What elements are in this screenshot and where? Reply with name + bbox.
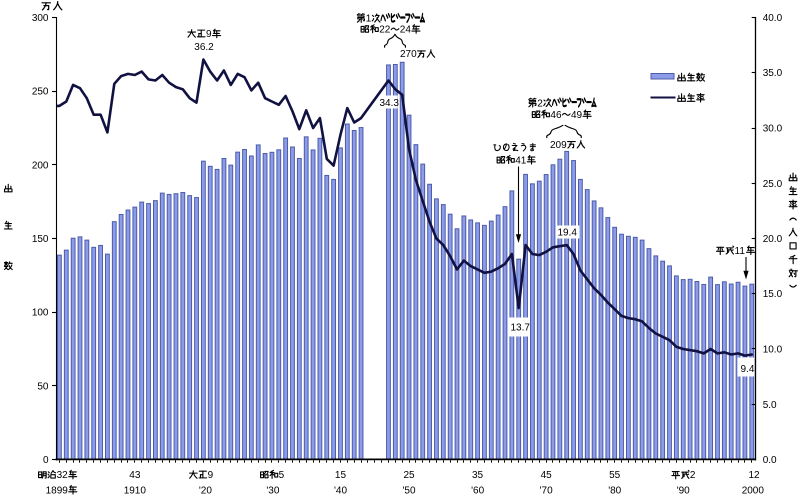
svg-text:35: 35 xyxy=(472,470,484,481)
svg-text:35.0: 35.0 xyxy=(763,68,783,79)
svg-text:34.3: 34.3 xyxy=(380,98,400,109)
svg-text:'70: '70 xyxy=(540,485,553,496)
svg-text:1: 1 xyxy=(366,14,372,25)
svg-text:22: 22 xyxy=(379,25,391,36)
svg-text:40.0: 40.0 xyxy=(763,13,783,24)
svg-text:'50: '50 xyxy=(403,485,416,496)
svg-text:36.2: 36.2 xyxy=(194,42,214,53)
svg-text:25: 25 xyxy=(404,470,416,481)
svg-text:'80: '80 xyxy=(608,485,621,496)
svg-text:9: 9 xyxy=(206,29,212,40)
svg-text:'20: '20 xyxy=(199,485,212,496)
svg-text:32: 32 xyxy=(57,470,69,481)
svg-text:55: 55 xyxy=(609,470,621,481)
svg-text:9: 9 xyxy=(208,470,214,481)
svg-text:25.0: 25.0 xyxy=(763,179,783,190)
svg-text:0: 0 xyxy=(43,455,49,466)
svg-text:24: 24 xyxy=(400,25,412,36)
svg-text:1910: 1910 xyxy=(124,485,147,496)
svg-text:41: 41 xyxy=(515,155,527,166)
svg-text:200: 200 xyxy=(32,160,49,171)
svg-text:50: 50 xyxy=(37,381,49,392)
svg-text:250: 250 xyxy=(32,87,49,98)
svg-text:2000: 2000 xyxy=(742,485,765,496)
svg-text:10.0: 10.0 xyxy=(763,345,783,356)
svg-text:46: 46 xyxy=(550,110,562,121)
svg-text:11: 11 xyxy=(735,246,746,257)
svg-text:15: 15 xyxy=(335,470,347,481)
svg-text:12: 12 xyxy=(749,470,761,481)
svg-text:5.0: 5.0 xyxy=(763,400,777,411)
svg-text:1899: 1899 xyxy=(46,485,69,496)
svg-text:209: 209 xyxy=(550,140,567,151)
svg-text:2: 2 xyxy=(537,98,543,109)
svg-text:'40: '40 xyxy=(334,485,347,496)
svg-text:9.4: 9.4 xyxy=(741,364,755,375)
svg-text:20.0: 20.0 xyxy=(763,234,783,245)
svg-text:30.0: 30.0 xyxy=(763,124,783,135)
svg-text:'90: '90 xyxy=(677,485,690,496)
svg-text:300: 300 xyxy=(32,13,49,24)
svg-text:5: 5 xyxy=(279,470,285,481)
svg-text:2: 2 xyxy=(690,470,696,481)
svg-text:270: 270 xyxy=(400,49,417,60)
svg-text:0.0: 0.0 xyxy=(763,455,777,466)
svg-text:49: 49 xyxy=(571,110,583,121)
svg-text:13.7: 13.7 xyxy=(511,322,531,333)
svg-text:'30: '30 xyxy=(266,485,279,496)
svg-text:45: 45 xyxy=(541,470,553,481)
svg-text:15.0: 15.0 xyxy=(763,289,783,300)
svg-text:'60: '60 xyxy=(471,485,484,496)
svg-text:100: 100 xyxy=(32,308,49,319)
svg-text:19.4: 19.4 xyxy=(558,228,578,239)
svg-text:43: 43 xyxy=(129,470,141,481)
svg-text:150: 150 xyxy=(32,234,49,245)
